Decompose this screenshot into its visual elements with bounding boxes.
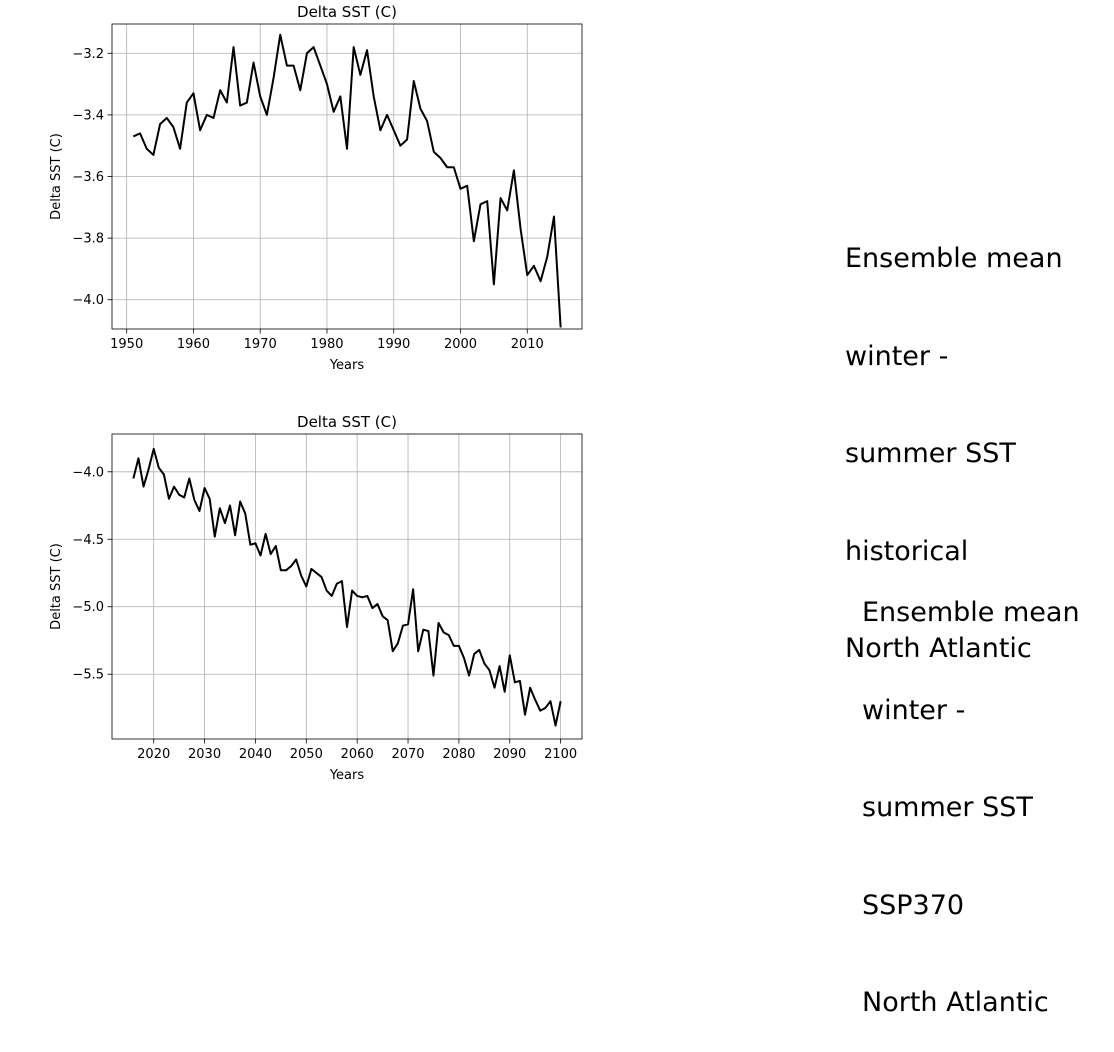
x-tick-label: 2010 [511,337,544,352]
y-axis-label: Delta SST (C) [49,133,64,220]
x-tick-label: 2000 [444,337,477,352]
x-tick-label: 2090 [493,747,526,762]
x-tick-label: 2040 [239,747,272,762]
caption-line: summer SST [862,792,1033,823]
y-tick-label: −4.0 [72,293,104,308]
y-tick-label: −3.4 [72,108,104,123]
caption-line: historical [845,535,969,567]
chart-title: Delta SST (C) [297,413,397,431]
caption-line: winter - [845,340,949,372]
y-tick-label: −3.8 [72,232,104,247]
x-axis-label: Years [329,768,365,783]
x-tick-label: 2060 [341,747,374,762]
caption-line: summer SST [845,438,1016,469]
plot-frame [111,23,583,330]
y-tick-label: −4.0 [72,465,104,480]
x-tick-label: 1980 [310,337,343,352]
x-tick-label: 2100 [544,747,577,762]
caption-line: North Atlantic [862,987,1049,1018]
x-tick-label: 1990 [377,337,410,352]
plot-frame [111,433,583,740]
chart-1: 1950 1960 1970 1980 1990 2000 2010 −4.0 −3.8 −3.6… [49,3,583,373]
caption-ssp370: Ensemble mean winter - summer SST SSP370… [862,532,1080,1052]
x-tick-label: 2080 [442,747,475,762]
y-tick-label: −5.0 [72,600,104,615]
series-line-1 [132,447,562,727]
x-tick-label: 1950 [110,337,143,352]
y-tick-label: −5.5 [72,668,104,683]
caption-line: North Atlantic [845,633,1032,664]
y-tick-label: −3.6 [72,170,104,185]
chart-title: Delta SST (C) [297,3,397,21]
y-tick-label: −4.5 [72,533,104,548]
x-tick-label: 1970 [244,337,277,352]
y-tick-label: −3.2 [72,47,104,62]
x-tick-label: 2050 [290,747,323,762]
x-tick-label: 2070 [391,747,424,762]
x-tick-label: 2030 [188,747,221,762]
caption-historical: Ensemble mean winter - summer SST histor… [845,178,1063,698]
figure-canvas: 1950 1960 1970 1980 1990 2000 2010 −4.0 −3.8 −3.6… [49,3,583,783]
chart-2: 2020 2030 2040 2050 2060 2070 2080 2090 2100 −5.5… [49,413,583,783]
x-axis-label: Years [329,358,365,373]
series-line-1 [132,33,562,328]
y-axis-label: Delta SST (C) [49,543,64,630]
x-tick-label: 2020 [137,747,170,762]
caption-line: winter - [862,694,966,726]
caption-line: Ensemble mean [845,243,1063,274]
x-tick-label: 1960 [177,337,210,352]
caption-line: SSP370 [862,889,965,921]
caption-line: Ensemble mean [862,597,1080,628]
